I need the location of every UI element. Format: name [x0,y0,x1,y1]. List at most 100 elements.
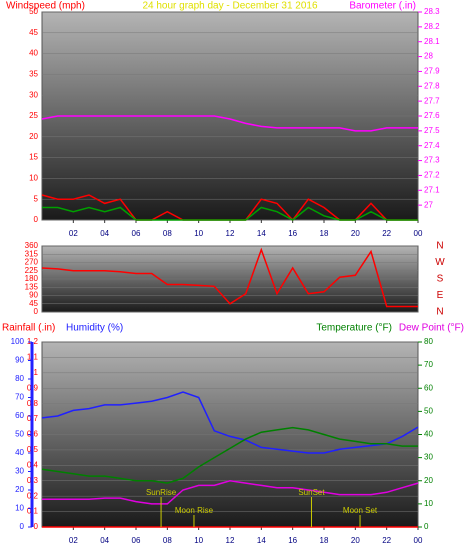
y2-tick-label: 80 [424,337,433,346]
barometer-label: Barometer (.in) [349,1,416,12]
x-tick-label: 02 [69,536,78,545]
y-tick-label: 25 [29,111,38,120]
annotation: Moon Rise [175,506,214,515]
y2-tick-label: 28.3 [424,7,440,16]
y2-tick-label: 27 [424,200,433,209]
y-tick-label: 30 [29,90,38,99]
compass-label: E [437,290,444,301]
x-tick-label: 08 [163,229,172,238]
y2-tick-label: 30 [424,453,433,462]
y3-tick-label: 40 [15,448,24,457]
compass-label: N [436,307,443,318]
y2-tick-label: 28 [424,52,433,61]
y2-tick-label: 0 [424,522,429,531]
y3-tick-label: 80 [15,374,24,383]
y-tick-label: 1 [34,368,39,377]
y-tick-label: 50 [29,7,38,16]
y2-tick-label: 27.6 [424,111,440,120]
x-tick-label: 16 [288,536,297,545]
x-tick-label: 02 [69,229,78,238]
y-tick-label: 35 [29,70,38,79]
y3-tick-label: 50 [15,430,24,439]
y-tick-label: 315 [25,249,39,258]
dewpoint-label: Dew Point (°F) [399,323,464,334]
y-tick-label: 15 [29,153,38,162]
y3-tick-label: 10 [15,504,24,513]
series-line [41,247,418,308]
y-tick-label: 20 [29,132,38,141]
x-tick-label: 14 [257,229,266,238]
y3-tick-label: 0 [20,522,25,531]
y2-tick-label: 27.4 [424,141,440,150]
x-tick-label: 04 [100,229,109,238]
compass-label: W [435,257,445,268]
x-tick-label: 06 [132,229,141,238]
y2-tick-label: 27.9 [424,67,440,76]
y2-tick-label: 27.5 [424,126,440,135]
x-tick-label: 04 [100,536,109,545]
y-tick-label: 5 [34,194,39,203]
series-line [41,115,418,132]
y3-tick-label: 70 [15,393,24,402]
y2-tick-label: 27.7 [424,96,440,105]
y-tick-label: 0 [34,307,39,316]
y-tick-label: 90 [29,291,38,300]
y2-tick-label: 27.3 [424,156,440,165]
y2-tick-label: 28.1 [424,37,440,46]
x-tick-label: 12 [226,229,235,238]
y2-tick-label: 27.1 [424,185,440,194]
y3-tick-label: 30 [15,467,24,476]
y-tick-label: 10 [29,174,38,183]
x-tick-label: 10 [194,536,203,545]
x-tick-label: 10 [194,229,203,238]
series-line [41,426,418,484]
x-tick-label: 18 [320,229,329,238]
annotation: SunRise [146,488,177,497]
y3-tick-label: 100 [11,337,25,346]
series-line [42,480,419,505]
x-tick-label: 00 [414,536,423,545]
x-tick-label: 22 [382,229,391,238]
humidity-label: Humidity (%) [66,323,123,334]
annotation: Moon Set [343,506,378,515]
y2-tick-label: 20 [424,476,433,485]
y-tick-label: 40 [29,49,38,58]
y-tick-label: 360 [25,241,39,250]
x-tick-label: 08 [163,536,172,545]
annotation: SunSet [298,488,325,497]
y3-tick-label: 90 [15,356,24,365]
temperature-label: Temperature (°F) [316,323,392,334]
chart-title: 24 hour graph day - December 31 2016 [142,1,318,12]
y2-tick-label: 10 [424,499,433,508]
x-tick-label: 18 [320,536,329,545]
y-tick-label: 0 [34,215,39,224]
x-tick-label: 14 [257,536,266,545]
x-tick-label: 22 [382,536,391,545]
y2-tick-label: 27.8 [424,81,440,90]
y-tick-label: 270 [25,258,39,267]
y2-tick-label: 28.2 [424,22,440,31]
series-line [41,391,419,454]
rain-label: Rainfall (.in) [2,323,55,334]
x-tick-label: 06 [132,536,141,545]
y-tick-label: 1.2 [27,337,39,346]
y-tick-label: 45 [29,28,38,37]
y2-tick-label: 70 [424,360,433,369]
y-tick-label: 0 [34,522,39,531]
y-tick-label: 180 [25,274,39,283]
wind-label: Windspeed (mph) [6,1,85,12]
y-tick-label: 225 [25,266,39,275]
series-line [42,206,418,221]
y2-tick-label: 27.2 [424,171,440,180]
compass-label: S [437,274,444,285]
y2-tick-label: 60 [424,383,433,392]
x-tick-label: 12 [226,536,235,545]
x-tick-label: 00 [414,229,423,238]
y2-tick-label: 40 [424,430,433,439]
x-tick-label: 20 [351,536,360,545]
x-tick-label: 16 [288,229,297,238]
y3-tick-label: 20 [15,485,24,494]
x-tick-label: 20 [351,229,360,238]
compass-label: N [436,241,443,252]
